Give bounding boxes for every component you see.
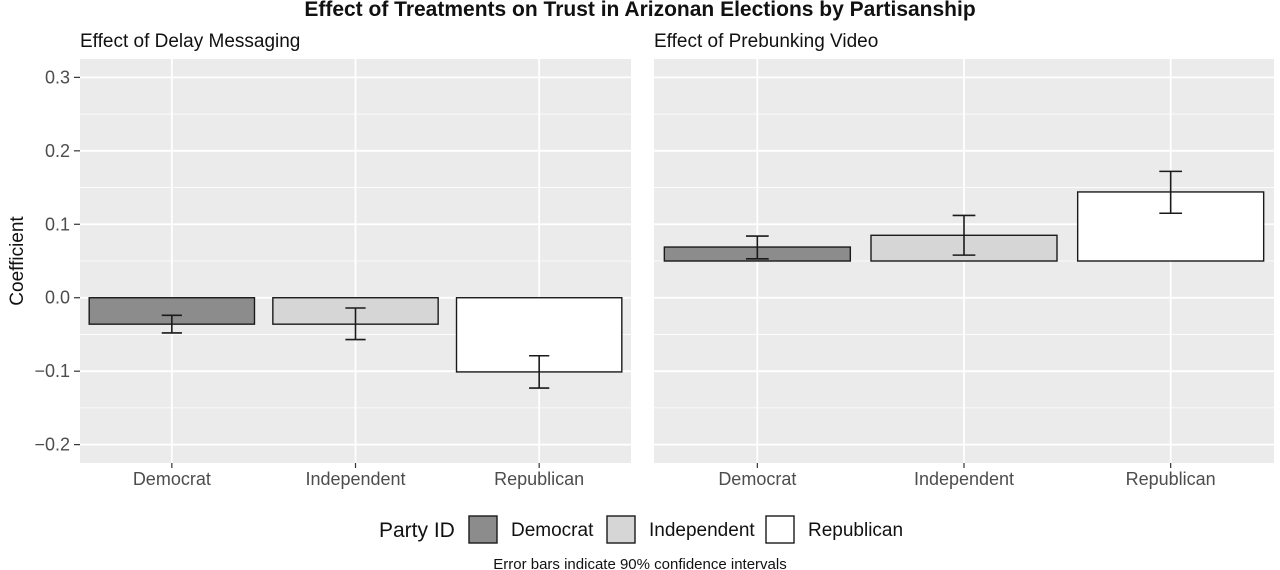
y-tick-label-1: −0.1 bbox=[34, 361, 70, 381]
y-axis: −0.2 −0.1 0.0 0.1 0.2 0.3 bbox=[34, 67, 80, 455]
y-tick-label-5: 0.3 bbox=[45, 67, 70, 87]
panel-title-prebunking-video: Effect of Prebunking Video bbox=[654, 31, 878, 52]
x-tick-label-p0-1: Independent bbox=[305, 469, 405, 489]
chart-title: Effect of Treatments on Trust in Arizona… bbox=[304, 0, 975, 21]
legend-key-democrat bbox=[468, 515, 498, 544]
y-axis-title: Coefficient bbox=[7, 216, 28, 306]
x-tick-label-p1-2: Republican bbox=[1126, 469, 1216, 489]
x-tick-label-p0-0: Democrat bbox=[133, 469, 211, 489]
legend-label-democrat: Democrat bbox=[511, 520, 594, 541]
error-bars-layer bbox=[161, 170, 1183, 389]
x-tick-label-p0-2: Republican bbox=[494, 469, 584, 489]
panel-title-delay-messaging: Effect of Delay Messaging bbox=[80, 31, 300, 52]
y-tick-label-2: 0.0 bbox=[45, 288, 70, 308]
x-axis: Democrat Independent Republican Democrat Ind… bbox=[133, 463, 1216, 489]
legend-key-independent bbox=[606, 515, 636, 544]
legend-key-republican bbox=[765, 515, 795, 544]
caption: Error bars indicate 90% confidence inter… bbox=[493, 556, 786, 570]
x-tick-label-p1-0: Democrat bbox=[718, 469, 796, 489]
x-tick-label-p1-1: Independent bbox=[914, 469, 1014, 489]
legend-label-independent: Independent bbox=[649, 520, 755, 541]
legend-label-republican: Republican bbox=[808, 520, 903, 541]
y-tick-label-0: −0.2 bbox=[34, 435, 70, 455]
y-tick-label-4: 0.2 bbox=[45, 141, 70, 161]
legend-title: Party ID bbox=[379, 519, 455, 542]
legend: Party ID Democrat Independent Republican bbox=[379, 515, 903, 544]
y-tick-label-3: 0.1 bbox=[45, 214, 70, 234]
